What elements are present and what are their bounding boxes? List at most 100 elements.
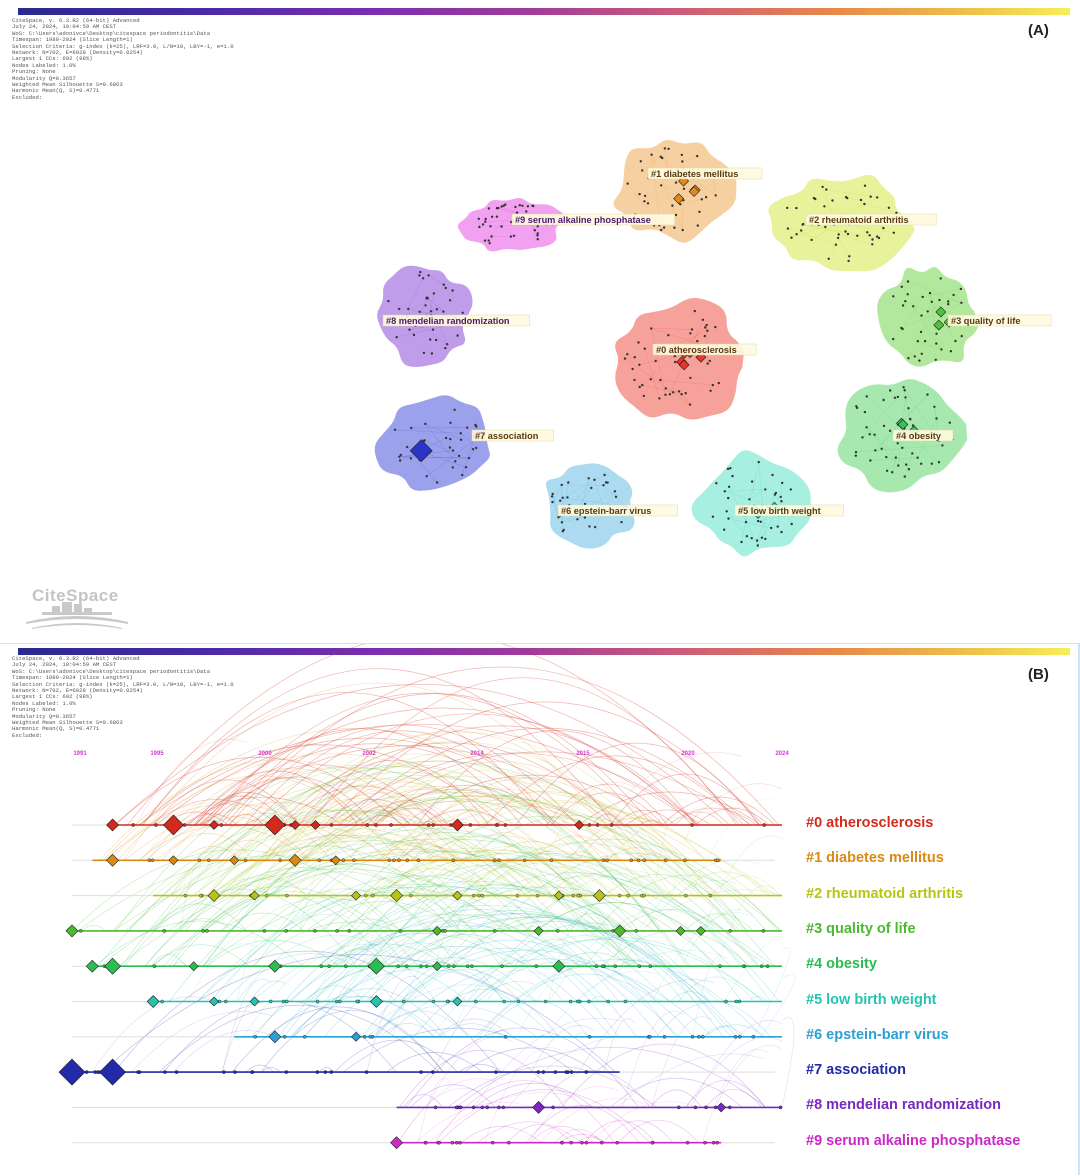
network-node — [590, 487, 592, 489]
network-node — [672, 391, 674, 393]
timeline-key-node — [189, 962, 198, 971]
timeline-key-node — [107, 819, 119, 831]
network-node — [823, 205, 825, 207]
network-node — [954, 340, 956, 342]
network-node — [882, 227, 884, 229]
network-node — [453, 409, 455, 411]
network-node — [449, 299, 451, 301]
network-node — [485, 218, 487, 220]
network-node — [664, 394, 666, 396]
network-node — [813, 197, 815, 199]
network-node — [660, 229, 662, 231]
network-node — [641, 384, 643, 386]
network-node — [431, 352, 433, 354]
timeline-key-node — [533, 1101, 545, 1113]
network-node — [895, 212, 897, 214]
network-node — [588, 477, 590, 479]
network-node — [901, 286, 903, 288]
timeline-series-label: #3 quality of life — [806, 921, 916, 937]
network-node — [709, 360, 711, 362]
network-node — [864, 411, 866, 413]
cluster-label: #5 low birth weight — [738, 506, 821, 516]
network-node — [926, 393, 928, 395]
network-node — [429, 338, 431, 340]
network-node — [746, 535, 748, 537]
network-node — [466, 427, 468, 429]
network-node — [848, 255, 850, 257]
network-node — [675, 214, 677, 216]
timeline-series-label: #5 low birth weight — [806, 992, 937, 1008]
network-node — [861, 436, 863, 438]
timeline-series-label: #8 mendelian randomization — [806, 1097, 1001, 1113]
network-node — [462, 312, 464, 314]
network-node — [914, 355, 916, 357]
network-node — [644, 348, 646, 350]
network-node — [478, 218, 480, 220]
network-node — [399, 459, 401, 461]
network-node — [757, 520, 759, 522]
timeline-key-node — [210, 997, 219, 1006]
network-node — [876, 235, 878, 237]
network-node — [566, 496, 568, 498]
timeline-tick-label: 1991 — [73, 751, 87, 757]
network-node — [433, 292, 435, 294]
network-node — [461, 474, 463, 476]
network-node — [705, 324, 707, 326]
network-node — [702, 319, 704, 321]
network-node — [663, 226, 665, 228]
network-node — [650, 378, 652, 380]
network-node — [904, 475, 906, 477]
network-node — [627, 182, 629, 184]
network-node — [706, 330, 708, 332]
network-node — [516, 211, 518, 213]
network-node — [537, 225, 539, 227]
network-node — [484, 221, 486, 223]
cluster-label: #8 mendelian randomization — [386, 316, 510, 326]
network-node — [715, 482, 717, 484]
network-node — [536, 234, 538, 236]
network-node — [920, 463, 922, 465]
network-node — [902, 304, 904, 306]
network-node — [856, 235, 858, 237]
network-node — [855, 455, 857, 457]
network-node — [950, 350, 952, 352]
cluster-label: #9 serum alkaline phosphatase — [515, 215, 651, 225]
timeline-key-node — [59, 1059, 85, 1085]
network-node — [478, 226, 480, 228]
network-node — [387, 300, 389, 302]
network-node — [714, 326, 716, 328]
network-node — [452, 449, 454, 451]
network-node — [756, 539, 758, 541]
network-node — [567, 481, 569, 483]
network-node — [866, 395, 868, 397]
network-node — [907, 407, 909, 409]
network-node — [667, 148, 669, 150]
network-node — [510, 235, 512, 237]
network-node — [770, 527, 772, 529]
network-node — [745, 521, 747, 523]
network-node — [876, 196, 878, 198]
network-node — [961, 335, 963, 337]
network-node — [454, 460, 456, 462]
network-node — [671, 204, 673, 206]
network-node — [475, 447, 477, 449]
network-node — [669, 393, 671, 395]
network-node — [400, 454, 402, 456]
network-node — [689, 332, 691, 334]
network-node — [886, 470, 888, 472]
network-node — [938, 461, 940, 463]
network-node — [562, 497, 564, 499]
network-node — [907, 280, 909, 282]
network-node — [912, 305, 914, 307]
network-node — [674, 361, 676, 363]
network-node — [760, 521, 762, 523]
network-node — [905, 463, 907, 465]
network-node — [748, 498, 750, 500]
network-node — [665, 387, 667, 389]
network-node — [698, 211, 700, 213]
network-node — [882, 399, 884, 401]
network-node — [603, 474, 605, 476]
timeline-series-label: #9 serum alkaline phosphatase — [806, 1133, 1020, 1149]
network-node — [908, 468, 910, 470]
